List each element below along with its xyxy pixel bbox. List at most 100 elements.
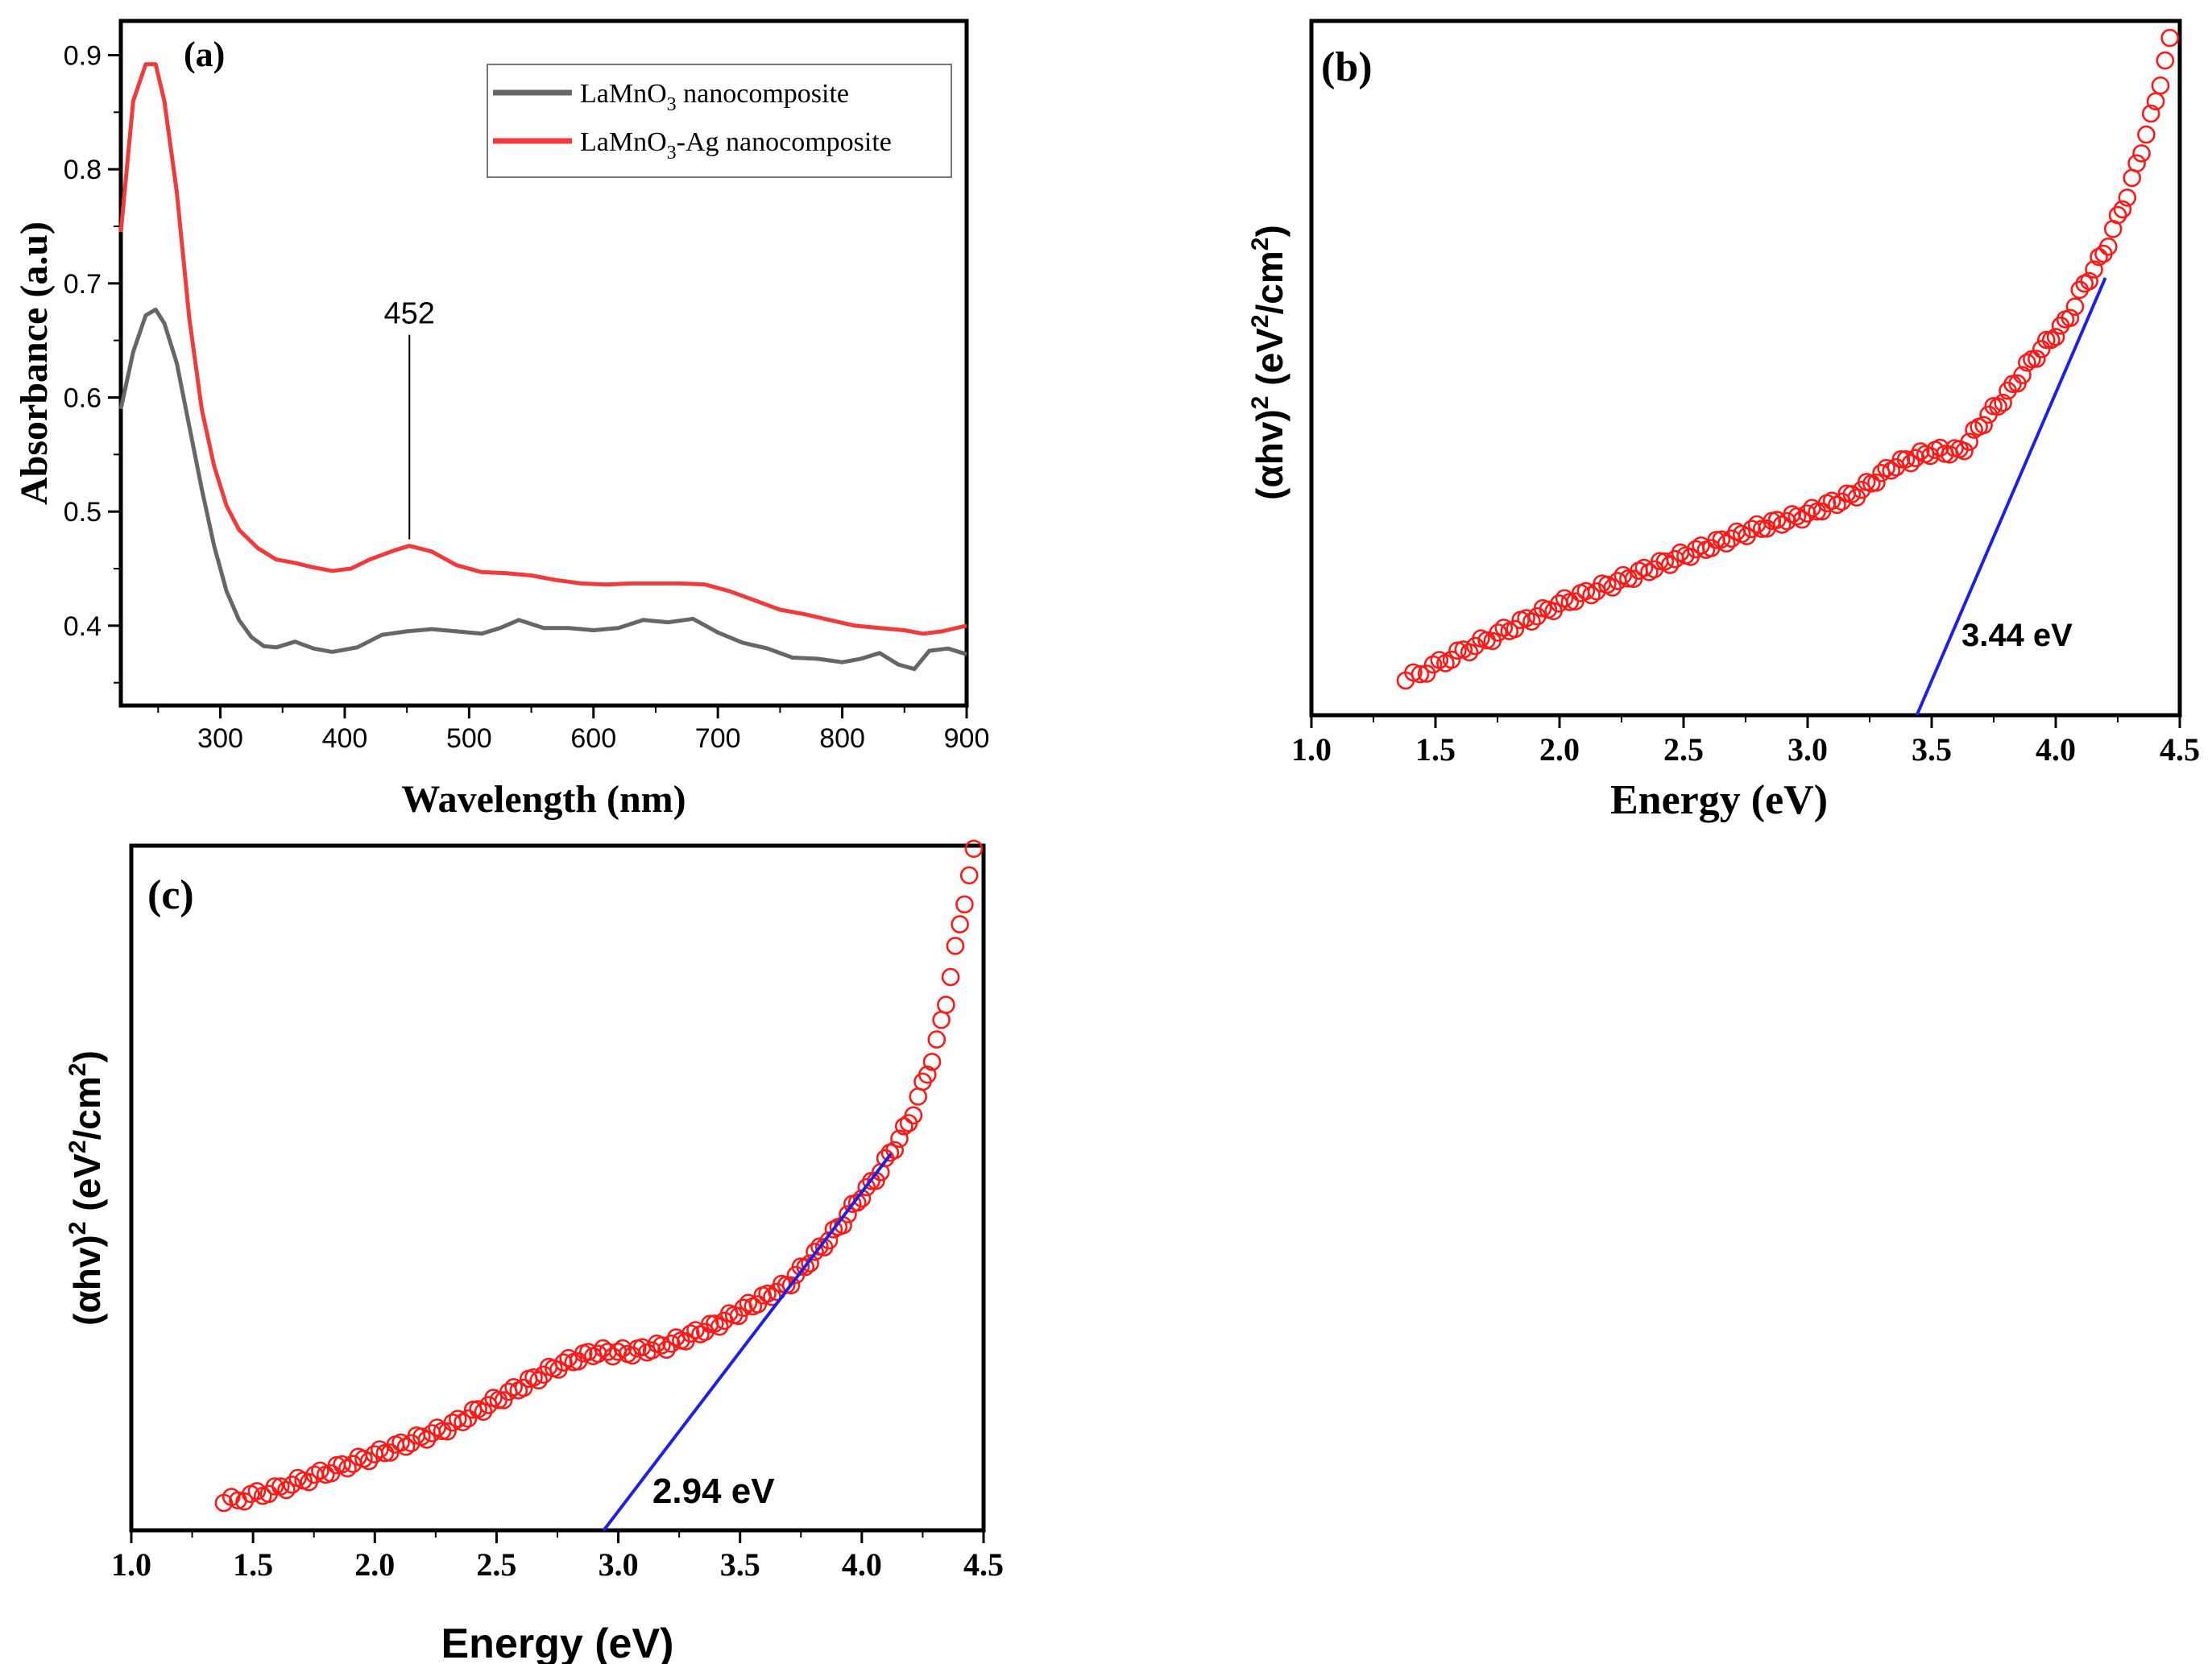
data-point: [417, 1430, 437, 1449]
panel-c-tauc-plot: 1.0 1.5 2.0 2.5 3.0 3.5 4.0 4.5 (c) 2.94 eV Ene…: [64, 839, 1004, 1664]
panel-a-series: [118, 62, 967, 672]
panel-b-label: (b): [1321, 44, 1373, 90]
b-x-tick-label: 1.5: [1415, 731, 1456, 768]
panel-c-fit-line: [602, 1153, 893, 1532]
data-point: [657, 1340, 676, 1359]
panel-c-data-points: [214, 839, 984, 1513]
b-x-tick-label: 2.5: [1663, 731, 1704, 768]
data-point: [909, 1087, 927, 1106]
c-x-tick-label: 1.5: [233, 1546, 273, 1583]
data-point: [710, 1317, 729, 1336]
legend-label-lamno3-ag: LaMnO3-Ag nanocomposite: [580, 127, 892, 164]
data-point: [1560, 593, 1580, 611]
panel-b-fit-line: [1915, 277, 2107, 716]
panel-c-bandgap-label: 2.94 eV: [652, 1472, 775, 1511]
data-point: [2099, 237, 2118, 256]
data-point: [1448, 641, 1467, 660]
data-point: [2151, 76, 2170, 95]
data-point: [2032, 340, 2051, 358]
data-point: [941, 967, 960, 987]
data-point: [1787, 507, 1807, 526]
data-point: [396, 1438, 416, 1456]
data-point: [662, 1335, 681, 1353]
data-point: [2156, 51, 2175, 70]
panel-b-bandgap-label: 3.44 eV: [1961, 618, 2073, 653]
a-x-tick-label: 800: [819, 723, 865, 754]
a-x-tick-label: 500: [446, 723, 492, 754]
data-point: [514, 1378, 533, 1397]
data-point: [2118, 188, 2137, 207]
data-point: [504, 1378, 523, 1397]
data-point: [438, 1422, 457, 1441]
panel-c-label: (c): [147, 872, 194, 918]
panel-a-label: (a): [184, 35, 225, 74]
data-point: [748, 1295, 768, 1314]
data-point: [955, 895, 974, 914]
data-point: [946, 937, 965, 955]
c-x-tick-label: 3.0: [599, 1546, 639, 1583]
data-point: [1506, 619, 1525, 639]
data-point: [247, 1482, 267, 1500]
panel-a-y-ticks: 0.4 0.5 0.6 0.7 0.8 0.9: [64, 41, 121, 684]
data-point: [1901, 453, 1920, 473]
data-point: [2113, 200, 2132, 219]
panel-a-plot-frame: [118, 19, 969, 708]
data-point: [918, 1066, 937, 1084]
panel-a-peak-label: 452: [384, 296, 435, 330]
data-point: [1822, 491, 1841, 511]
panel-b-tauc-plot: 1.0 1.5 2.0 2.5 3.0 3.5 4.0 4.5 (b) 3.44 eV Ene…: [1247, 19, 2200, 823]
data-point: [2061, 308, 2080, 328]
data-point: [2090, 247, 2108, 267]
data-point: [1717, 534, 1736, 553]
data-point: [847, 1193, 867, 1212]
data-point: [311, 1461, 329, 1480]
panel-a-legend-box: [487, 64, 952, 178]
data-point: [932, 1011, 951, 1029]
data-point: [454, 1413, 472, 1432]
data-point: [959, 866, 979, 885]
data-point: [2080, 271, 2098, 291]
panel-b-data-points: [1396, 28, 2179, 690]
data-point: [1867, 473, 1886, 492]
data-point: [781, 1276, 801, 1295]
data-point: [1522, 612, 1541, 631]
panel-b-y-axis-title: (αhv)2 (eV2/cm2): [1247, 225, 1290, 500]
data-point: [2160, 28, 2179, 48]
b-x-tick-label: 4.5: [2160, 731, 2200, 768]
data-point: [819, 1231, 839, 1250]
data-point: [1955, 441, 1974, 461]
data-point: [705, 1314, 724, 1333]
data-point: [2013, 366, 2032, 385]
data-point: [1660, 556, 1680, 574]
data-point: [2141, 104, 2160, 123]
data-point: [1891, 449, 1911, 469]
data-point: [681, 1324, 700, 1343]
data-point: [1417, 664, 1436, 683]
data-point: [1410, 664, 1430, 684]
data-point: [839, 1205, 857, 1223]
data-point: [1896, 449, 1916, 469]
panel-a-x-ticks: 300 400 500 600 700 800 900: [157, 706, 989, 754]
data-point: [458, 1409, 478, 1428]
c-x-tick-label: 3.5: [720, 1546, 760, 1583]
data-point: [2028, 350, 2046, 368]
data-point: [1655, 552, 1675, 571]
series-line-0: [118, 307, 967, 672]
data-point: [2108, 205, 2127, 225]
data-point: [1842, 485, 1862, 503]
data-point: [1576, 582, 1596, 601]
c-x-tick-label: 2.0: [354, 1546, 395, 1583]
b-x-tick-label: 3.5: [1912, 731, 1952, 768]
data-point: [448, 1409, 467, 1428]
data-point: [652, 1336, 671, 1355]
data-point: [895, 1117, 913, 1136]
data-point: [2137, 125, 2156, 144]
data-point: [370, 1440, 389, 1459]
data-point: [1931, 438, 1949, 457]
data-point: [333, 1455, 351, 1474]
c-x-tick-label: 1.0: [111, 1546, 151, 1583]
data-point: [2085, 260, 2103, 279]
c-x-tick-label: 4.5: [963, 1546, 1004, 1583]
panel-a-y-axis-title: Absorbance (a.u): [13, 221, 56, 505]
